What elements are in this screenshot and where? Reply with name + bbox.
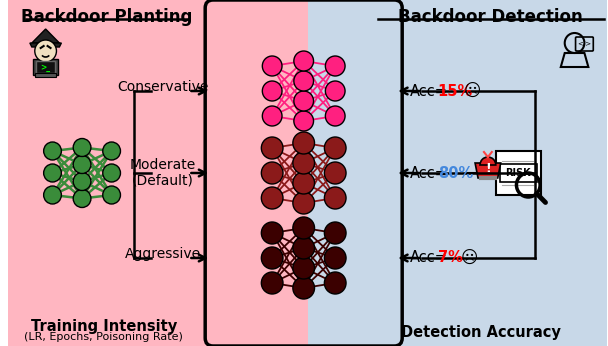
FancyBboxPatch shape bbox=[500, 164, 537, 182]
Circle shape bbox=[325, 222, 346, 244]
Text: ☹: ☹ bbox=[463, 82, 481, 100]
Circle shape bbox=[293, 132, 314, 154]
Circle shape bbox=[325, 137, 346, 159]
Circle shape bbox=[294, 91, 314, 111]
FancyBboxPatch shape bbox=[35, 73, 57, 77]
Circle shape bbox=[325, 187, 346, 209]
Circle shape bbox=[103, 142, 120, 160]
Circle shape bbox=[261, 187, 283, 209]
Circle shape bbox=[294, 71, 314, 91]
FancyBboxPatch shape bbox=[36, 61, 55, 73]
Text: 80%: 80% bbox=[438, 165, 473, 181]
Text: (Default): (Default) bbox=[132, 174, 194, 188]
Circle shape bbox=[325, 272, 346, 294]
Circle shape bbox=[44, 142, 61, 160]
Text: Detection Accuracy: Detection Accuracy bbox=[401, 325, 561, 339]
Polygon shape bbox=[308, 0, 607, 346]
Text: Backdoor Planting: Backdoor Planting bbox=[21, 8, 192, 26]
Circle shape bbox=[261, 162, 283, 184]
Text: Backdoor Detection: Backdoor Detection bbox=[398, 8, 583, 26]
Circle shape bbox=[325, 247, 346, 269]
Circle shape bbox=[293, 192, 314, 214]
Text: !: ! bbox=[485, 163, 491, 175]
Text: Acc=: Acc= bbox=[410, 83, 448, 99]
Circle shape bbox=[261, 137, 283, 159]
Polygon shape bbox=[8, 0, 308, 346]
Circle shape bbox=[262, 81, 282, 101]
Circle shape bbox=[293, 217, 314, 239]
Circle shape bbox=[261, 272, 283, 294]
Text: Conservative: Conservative bbox=[117, 80, 209, 94]
Circle shape bbox=[35, 40, 57, 62]
Circle shape bbox=[44, 164, 61, 182]
Circle shape bbox=[73, 173, 91, 191]
Circle shape bbox=[261, 222, 283, 244]
Text: (LR, Epochs, Poisoning Rate): (LR, Epochs, Poisoning Rate) bbox=[24, 332, 183, 342]
Circle shape bbox=[103, 164, 120, 182]
Circle shape bbox=[325, 81, 345, 101]
Text: Aggressive: Aggressive bbox=[125, 247, 201, 261]
Text: </>: </> bbox=[578, 41, 592, 47]
Circle shape bbox=[294, 51, 314, 71]
Circle shape bbox=[293, 237, 314, 259]
Circle shape bbox=[262, 56, 282, 76]
Circle shape bbox=[44, 186, 61, 204]
Text: Acc=: Acc= bbox=[410, 251, 448, 265]
Circle shape bbox=[103, 186, 120, 204]
Text: Training Intensity: Training Intensity bbox=[30, 319, 177, 334]
Polygon shape bbox=[32, 29, 60, 43]
Wedge shape bbox=[480, 157, 496, 165]
Circle shape bbox=[73, 155, 91, 173]
Text: >_: >_ bbox=[41, 63, 50, 72]
Circle shape bbox=[73, 190, 91, 208]
Circle shape bbox=[261, 247, 283, 269]
FancyBboxPatch shape bbox=[496, 151, 541, 195]
Text: RISK: RISK bbox=[506, 168, 531, 178]
Circle shape bbox=[325, 162, 346, 184]
Text: 15%: 15% bbox=[438, 83, 473, 99]
Circle shape bbox=[325, 106, 345, 126]
Circle shape bbox=[262, 106, 282, 126]
Text: Acc=: Acc= bbox=[410, 165, 448, 181]
Text: 7%: 7% bbox=[438, 251, 463, 265]
Circle shape bbox=[73, 138, 91, 156]
Circle shape bbox=[293, 152, 314, 174]
Text: Moderate: Moderate bbox=[130, 158, 196, 172]
Circle shape bbox=[294, 111, 314, 131]
Circle shape bbox=[325, 56, 345, 76]
Polygon shape bbox=[30, 43, 61, 47]
Text: ☹: ☹ bbox=[460, 249, 478, 267]
Circle shape bbox=[293, 277, 314, 299]
FancyBboxPatch shape bbox=[33, 59, 58, 75]
Circle shape bbox=[293, 257, 314, 279]
Polygon shape bbox=[475, 163, 501, 178]
Circle shape bbox=[293, 172, 314, 194]
